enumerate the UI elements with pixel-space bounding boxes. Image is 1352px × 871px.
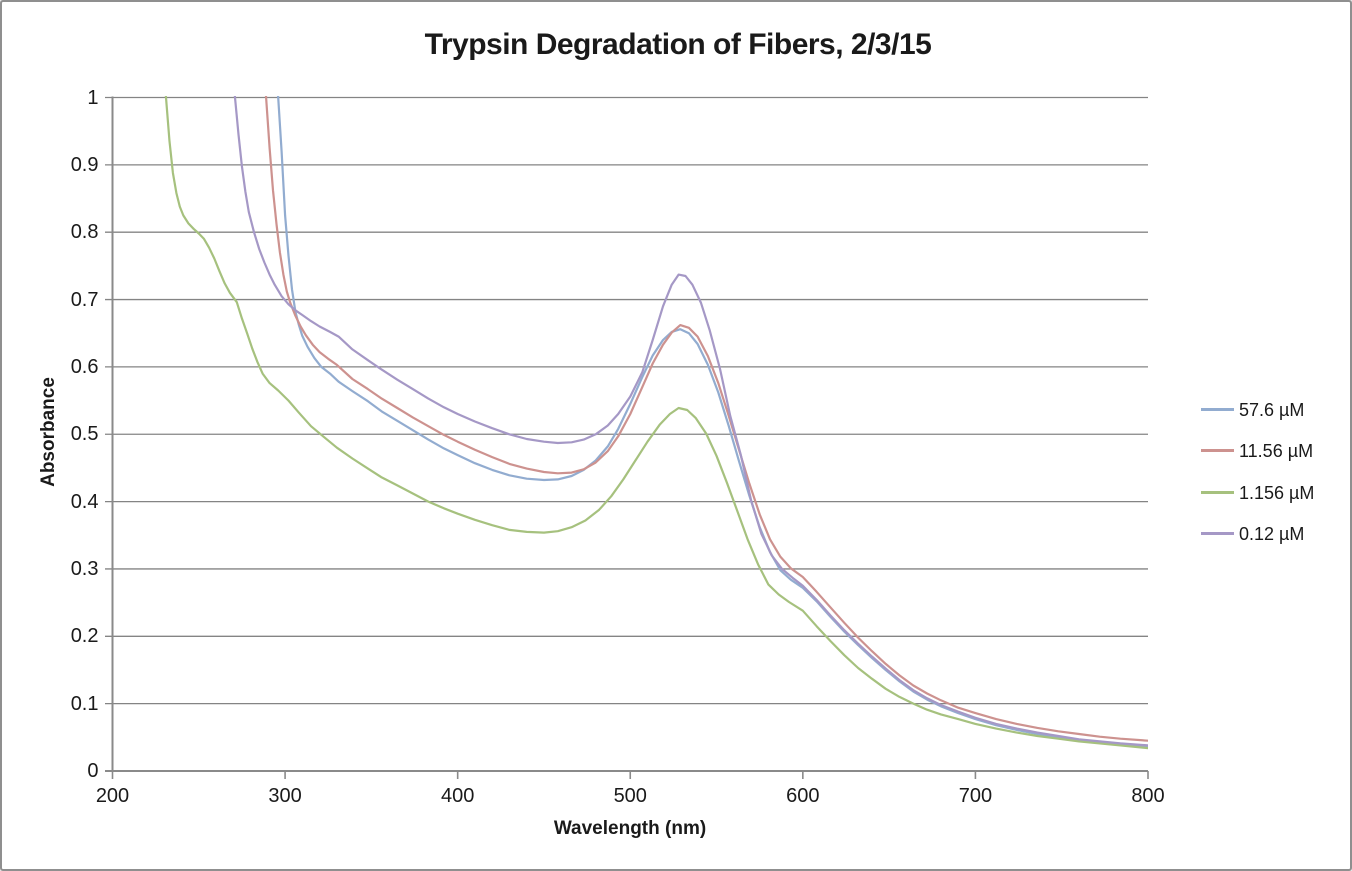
curve-0-12-m [233, 96, 1148, 747]
legend-line-sample [1201, 531, 1234, 535]
y-tick-label-0.8: 0.8 [70, 221, 99, 244]
x-axis-title: Wavelength (nm) [553, 818, 707, 839]
x-tick-label-800: 800 [1131, 785, 1165, 807]
legend-label: 11.56 µM [1239, 441, 1314, 462]
y-tick-label-0.9: 0.9 [70, 153, 99, 176]
y-tick-label-0.5: 0.5 [70, 423, 99, 446]
legend-line-sample [1201, 408, 1234, 411]
x-tick-label-400: 400 [440, 785, 475, 807]
y-tick-label-0.4: 0.4 [70, 490, 99, 513]
y-tick-label-0: 0 [87, 760, 99, 782]
legend-label: 57.6 µM [1239, 400, 1305, 420]
x-tick-label-500: 500 [613, 785, 647, 807]
y-tick-label-1: 1 [87, 86, 99, 109]
legend-line-sample [1201, 449, 1234, 453]
y-tick-label-0.3: 0.3 [70, 557, 99, 580]
curve-1-156-m [164, 96, 1148, 750]
legend-label: 1.156 µM [1239, 482, 1315, 503]
y-tick-label-0.2: 0.2 [70, 625, 99, 648]
x-tick-label-300: 300 [268, 785, 302, 807]
x-tick-label-600: 600 [786, 785, 820, 807]
x-tick-label-700: 700 [958, 785, 993, 807]
legend-label: 0.12 µM [1239, 523, 1305, 544]
legend-line-sample [1201, 490, 1234, 494]
curve-57-6-m [276, 96, 1148, 748]
chart-title: Trypsin Degradation of Fibers, 2/3/15 [424, 28, 932, 61]
curve-11-56-m [264, 96, 1148, 742]
y-tick-label-0.1: 0.1 [70, 692, 99, 715]
y-tick-label-0.6: 0.6 [70, 355, 99, 378]
y-tick-label-0.7: 0.7 [70, 288, 99, 311]
x-tick-label-200: 200 [95, 785, 130, 807]
